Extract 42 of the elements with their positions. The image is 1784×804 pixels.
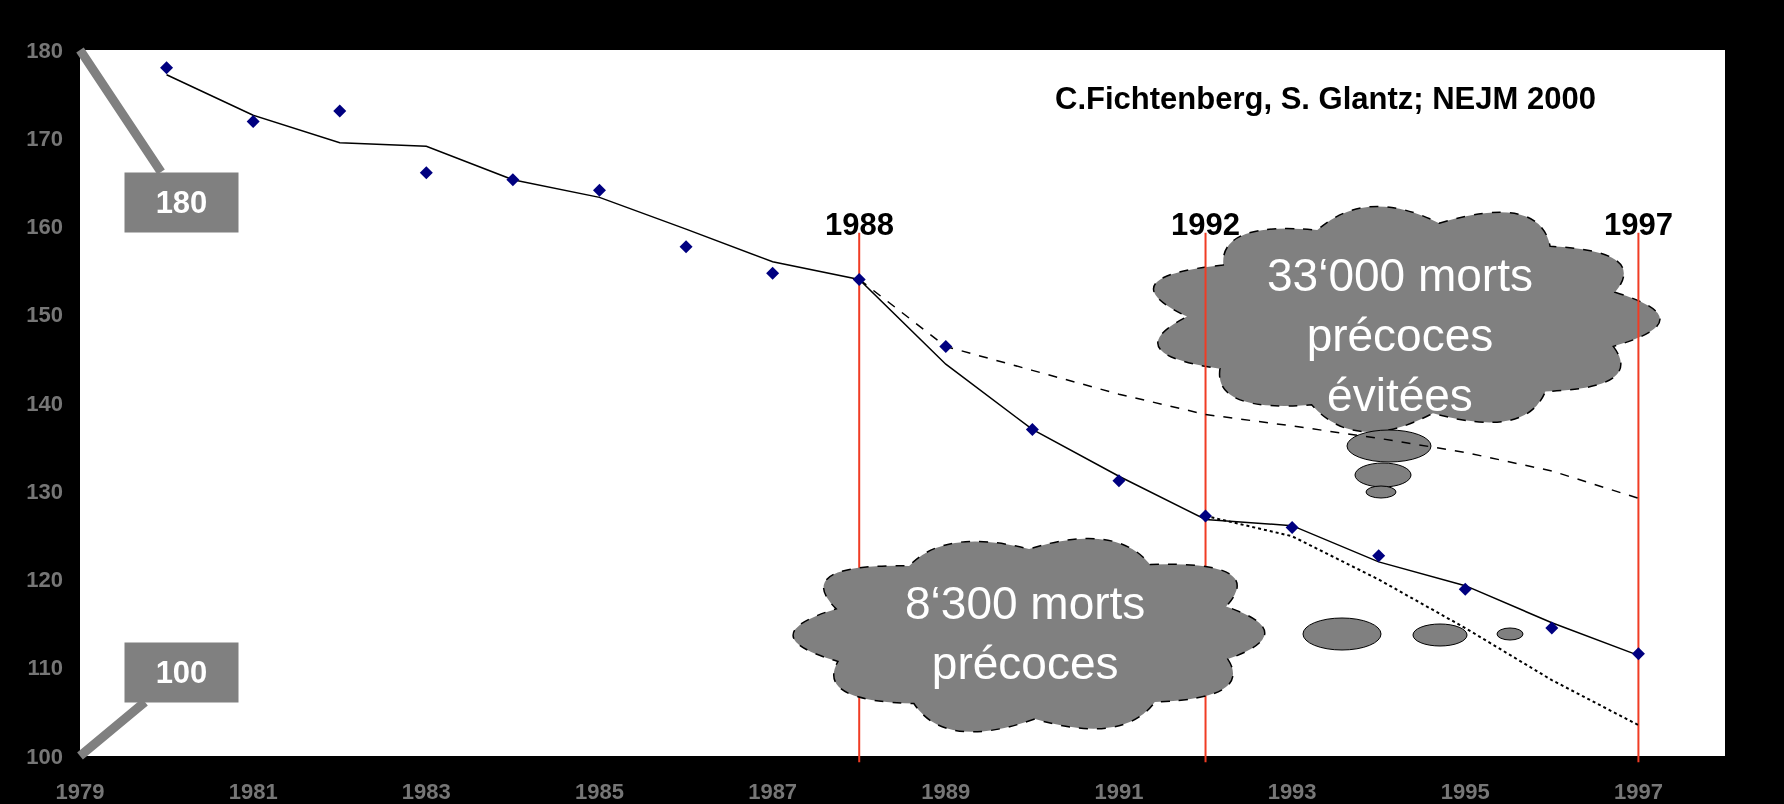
x-tick-label: 1997 [1613, 779, 1663, 804]
x-tick-label: 1991 [1094, 779, 1144, 804]
y-tick-label: 110 [27, 655, 63, 681]
y-tick-label: 130 [26, 478, 63, 504]
x-tick-label: 1981 [228, 779, 278, 804]
point [1631, 647, 1645, 661]
x-tick-label: 1987 [748, 779, 798, 804]
point [1112, 474, 1126, 488]
point [1372, 549, 1386, 563]
point [1545, 621, 1559, 635]
x-tick-label: 1989 [921, 779, 971, 804]
x-tick-label: 1993 [1267, 779, 1317, 804]
annotation: C.Fichtenberg, S. Glantz; NEJM 2000 [1055, 81, 1596, 116]
annotation: 180 [155, 185, 208, 220]
y-tick-label: 100 [26, 743, 63, 769]
point [679, 240, 693, 254]
point [852, 272, 866, 286]
y-tick-label: 120 [26, 567, 63, 593]
point [506, 173, 520, 187]
point [246, 114, 260, 128]
point [1285, 520, 1299, 534]
point [939, 340, 953, 354]
x-tick-label: 1979 [55, 779, 105, 804]
point [1458, 582, 1472, 596]
y-tick-label: 140 [26, 390, 63, 416]
x-tick-label: 1995 [1440, 779, 1490, 804]
annotation: 8‘300 morts précoces [905, 577, 1146, 689]
x-tick-label: 1985 [574, 779, 624, 804]
point [333, 104, 347, 118]
y-tick-label: 150 [26, 302, 63, 328]
point [1025, 422, 1039, 436]
ref-line-label: 1988 [825, 207, 894, 242]
x-tick-label: 1983 [401, 779, 451, 804]
y-tick-label: 170 [26, 125, 63, 151]
point [1199, 509, 1213, 523]
point [419, 166, 433, 180]
point [160, 61, 174, 75]
y-tick-label: 180 [26, 37, 63, 63]
y-tick-label: 160 [26, 214, 63, 240]
point [766, 266, 780, 280]
point [592, 183, 606, 197]
annotation: 100 [155, 655, 208, 690]
